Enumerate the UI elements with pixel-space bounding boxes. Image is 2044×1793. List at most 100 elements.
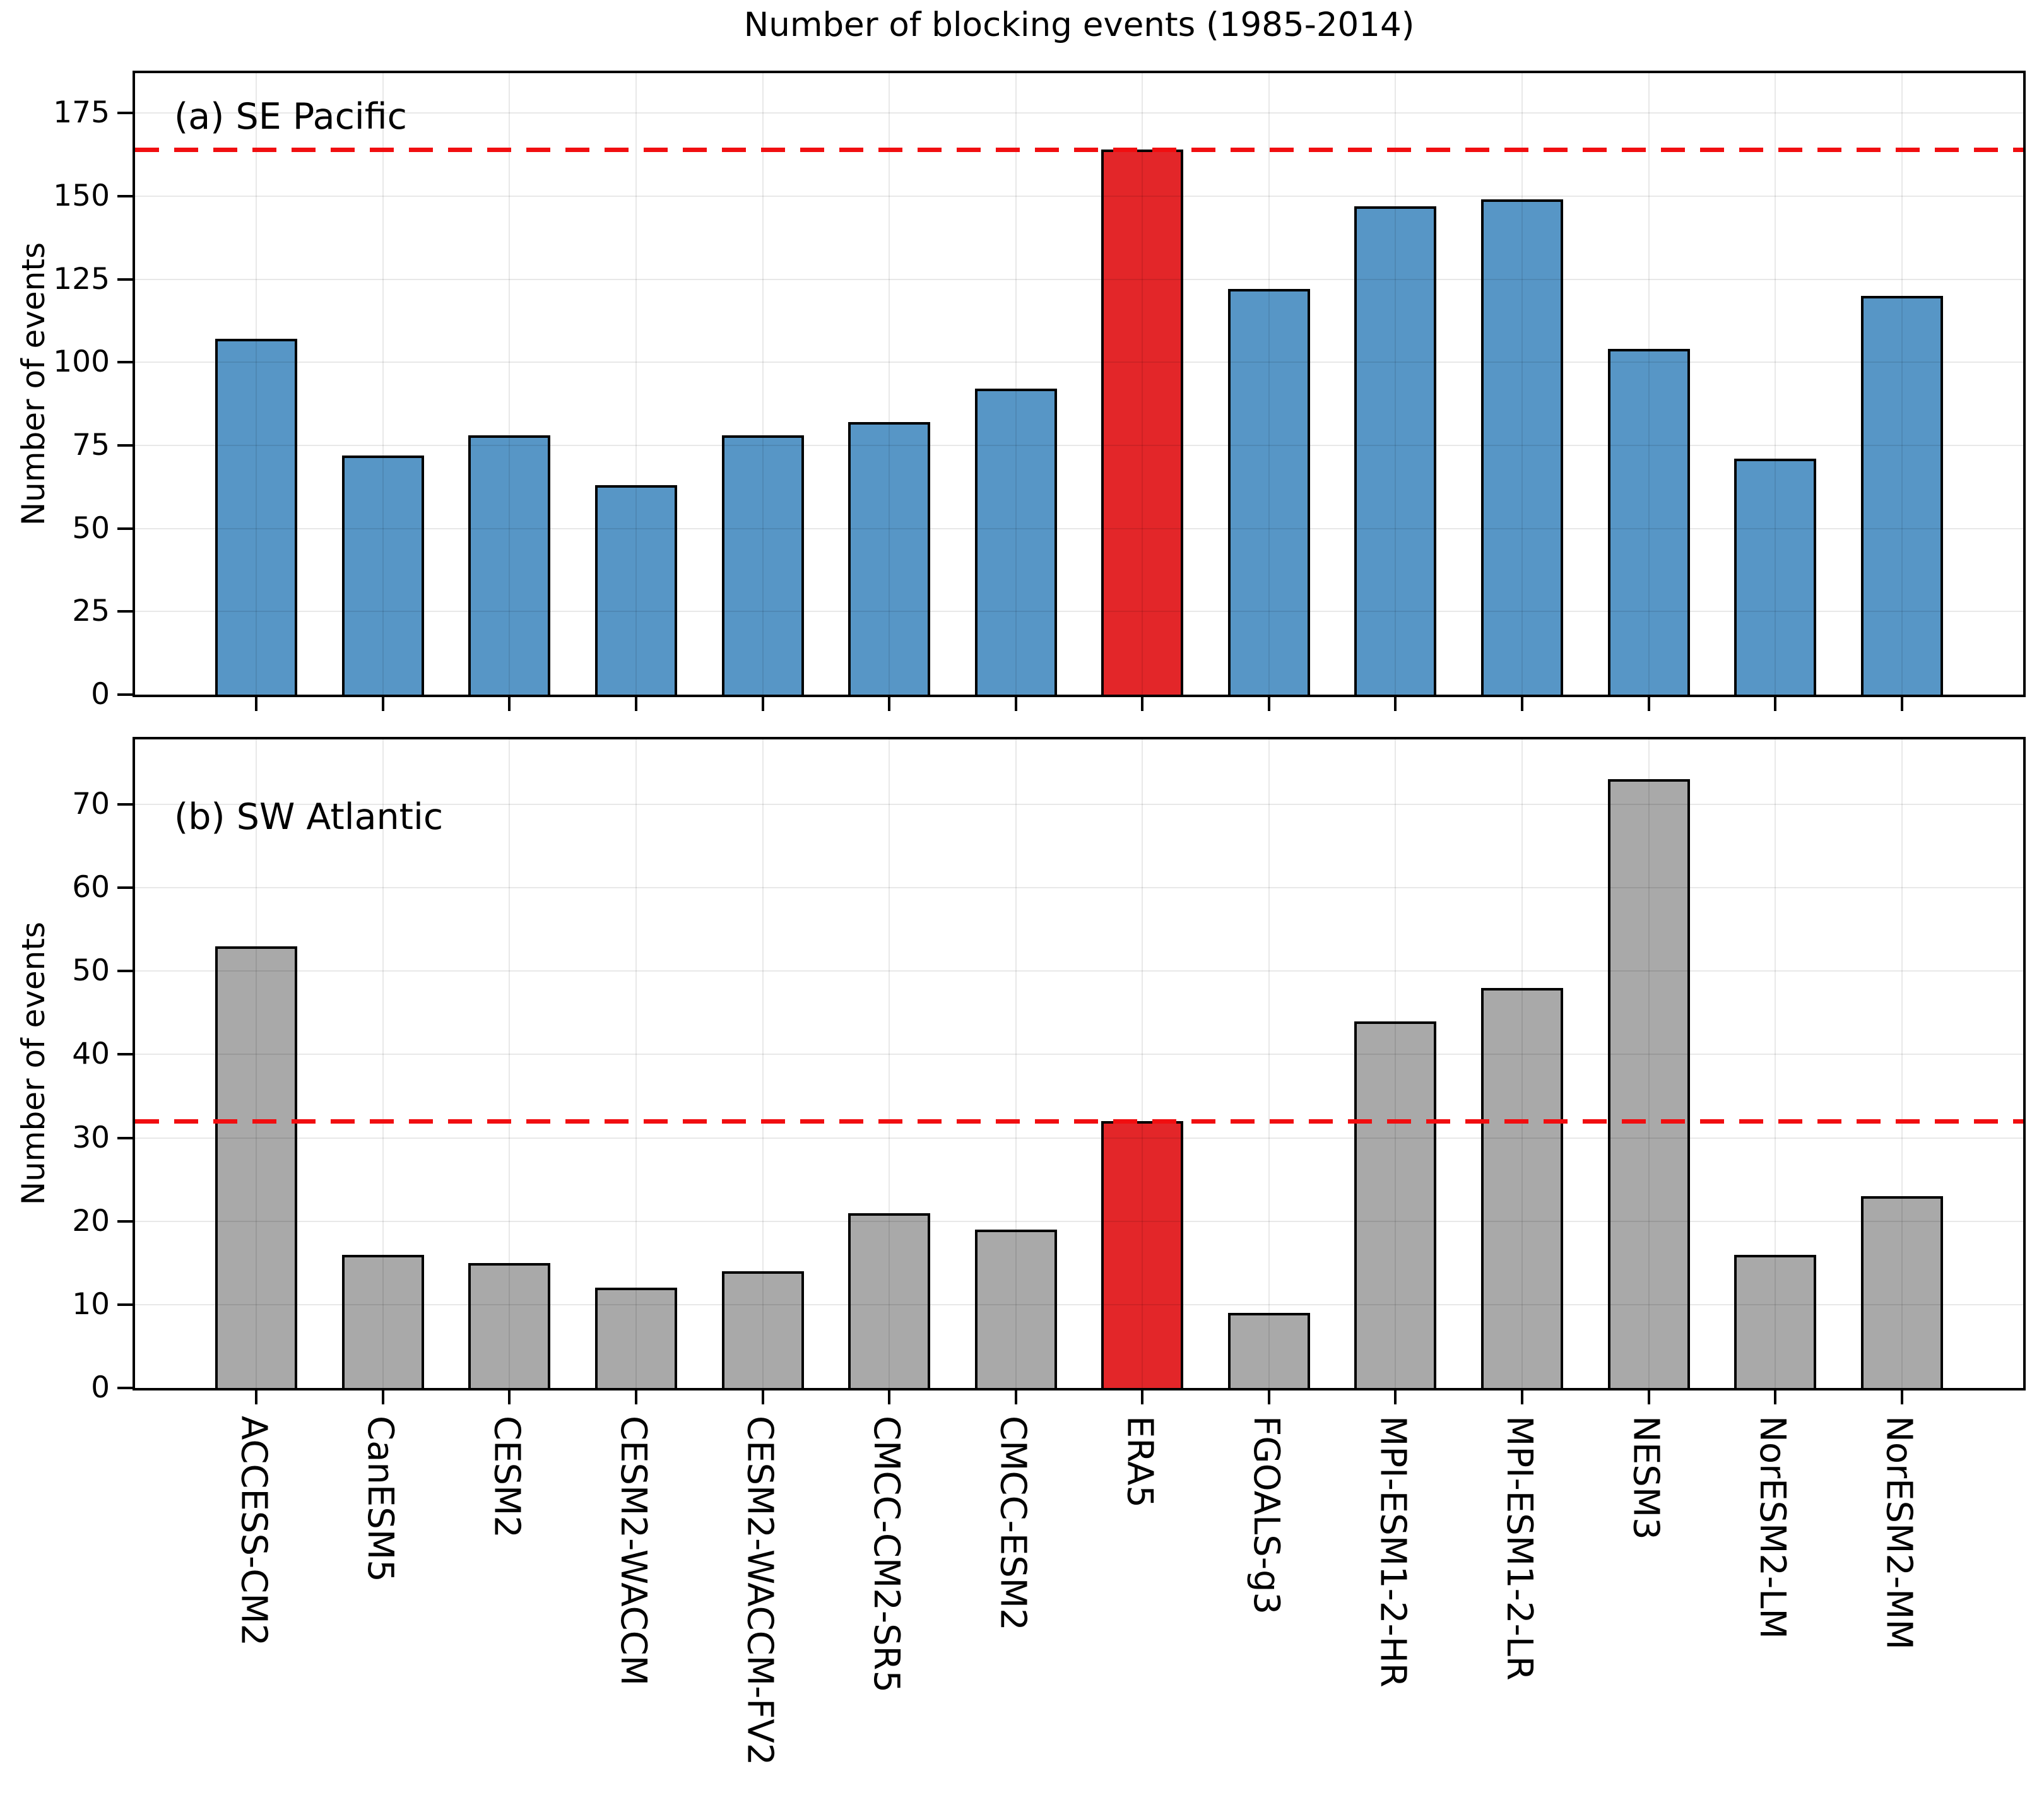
y-tick-mark (117, 1136, 133, 1139)
x-tick-label: CanESM5 (359, 1416, 401, 1582)
x-tick-mark (1647, 1390, 1650, 1404)
x-tick-mark (255, 1390, 258, 1404)
bar-CESM2-WACCM (595, 485, 677, 695)
x-tick-label: CESM2-WACCM (613, 1416, 654, 1686)
x-tick-mark (508, 1390, 511, 1404)
bars-layer (135, 739, 2023, 1388)
y-tick-mark (117, 1387, 133, 1389)
x-tick-mark (1774, 1390, 1777, 1404)
bar-ACCESS-CM2 (215, 946, 298, 1388)
bar-NorESM2-LM (1734, 459, 1817, 695)
panel-se-pacific: Number of events (a) SE Pacific 0 25 50 75 1… (15, 71, 2026, 711)
x-tick-mark (635, 697, 637, 711)
bar-ACCESS-CM2 (215, 339, 298, 695)
y-tick-mark (117, 278, 133, 281)
x-tick-mark (888, 1390, 891, 1404)
x-tick-label: CESM2 (486, 1416, 528, 1538)
y-tick-label: 70 (72, 787, 110, 822)
y-tick-mark (117, 886, 133, 890)
bar-MPI-ESM1-2-LR (1481, 987, 1563, 1388)
x-tick-mark (1900, 1390, 1903, 1404)
bar-CMCC-ESM2 (974, 1229, 1057, 1388)
bar-MPI-ESM1-2-HR (1354, 206, 1437, 695)
x-tick-mark (1014, 697, 1017, 711)
x-tick-mark (1267, 697, 1270, 711)
x-tick-mark (381, 697, 384, 711)
bar-ERA5 (1101, 1121, 1184, 1388)
y-tick-label: 50 (72, 510, 110, 546)
y-tick-mark (117, 194, 133, 197)
y-tick-mark (117, 1220, 133, 1223)
y-tick-label: 40 (72, 1037, 110, 1072)
bar-FGOALS-g3 (1227, 1313, 1310, 1388)
x-tick-mark (381, 1390, 384, 1404)
x-tick-label: CESM2-WACCM-FV2 (739, 1416, 781, 1766)
bar-NorESM2-LM (1734, 1254, 1817, 1388)
y-tick-label: 175 (53, 95, 110, 131)
y-tick-label: 50 (72, 953, 110, 989)
x-tick-mark (1394, 697, 1397, 711)
x-tick-mark (255, 697, 258, 711)
bar-NESM3 (1607, 349, 1690, 695)
x-tick-mark (1521, 1390, 1523, 1404)
x-tick-label: NESM3 (1625, 1416, 1667, 1540)
y-axis-label: Number of events (15, 922, 52, 1206)
bar-FGOALS-g3 (1227, 289, 1310, 695)
y-tick-label: 0 (91, 1370, 110, 1405)
bar-CMCC-CM2-SR5 (848, 1213, 931, 1388)
bar-NorESM2-MM (1860, 1196, 1943, 1388)
y-tick-mark (117, 444, 133, 447)
y-tick-mark (117, 1053, 133, 1056)
y-axis-label: Number of events (15, 242, 52, 526)
x-tick-mark (635, 1390, 637, 1404)
y-tick-mark (117, 693, 133, 696)
x-tick-mark (508, 697, 511, 711)
bar-CESM2-WACCM-FV2 (721, 1271, 804, 1388)
x-tick-mark (1774, 697, 1777, 711)
x-tick-mark (888, 697, 891, 711)
x-tick-mark (1647, 697, 1650, 711)
y-tick-mark (117, 970, 133, 973)
chart-title: Number of blocking events (1985-2014) (743, 6, 1415, 44)
x-tick-mark (761, 1390, 764, 1404)
y-tick-label: 125 (53, 261, 110, 297)
panel-sw-atlantic: Number of events (b) SW Atlantic ACCESS-… (15, 737, 2026, 1765)
x-tick-label: NorESM2-MM (1878, 1416, 1920, 1650)
x-tick-mark (1141, 697, 1144, 711)
x-tick-label: CMCC-CM2-SR5 (866, 1416, 907, 1693)
panel-label: (b) SW Atlantic (174, 796, 444, 838)
y-tick-mark (117, 610, 133, 613)
y-tick-label: 100 (53, 344, 110, 380)
y-tick-label: 150 (53, 178, 110, 213)
bar-NorESM2-MM (1860, 295, 1943, 695)
era5-reference-line (135, 147, 2023, 152)
x-tick-mark (761, 697, 764, 711)
bar-CMCC-ESM2 (974, 389, 1057, 695)
y-tick-label: 20 (72, 1203, 110, 1238)
y-tick-mark (117, 803, 133, 806)
x-tick-mark (1521, 697, 1523, 711)
panel-label: (a) SE Pacific (174, 96, 407, 138)
bar-MPI-ESM1-2-LR (1481, 199, 1563, 695)
y-tick-label: 25 (72, 594, 110, 629)
bar-CESM2 (468, 435, 551, 695)
bar-CESM2-WACCM (595, 1288, 677, 1388)
x-tick-label: MPI-ESM1-2-HR (1372, 1416, 1414, 1688)
bar-CMCC-CM2-SR5 (848, 422, 931, 695)
bar-NESM3 (1607, 779, 1690, 1388)
x-tick-mark (1900, 697, 1903, 711)
bar-CESM2-WACCM-FV2 (721, 435, 804, 695)
x-tick-mark (1267, 1390, 1270, 1404)
bar-CanESM5 (341, 1254, 424, 1388)
x-tick-label: ERA5 (1119, 1416, 1161, 1508)
y-tick-label: 30 (72, 1120, 110, 1155)
x-tick-mark (1394, 1390, 1397, 1404)
x-tick-mark (1014, 1390, 1017, 1404)
y-tick-mark (117, 527, 133, 530)
era5-reference-line (135, 1119, 2023, 1124)
x-tick-label: CMCC-ESM2 (992, 1416, 1034, 1631)
y-tick-mark (117, 361, 133, 364)
y-tick-mark (117, 1303, 133, 1306)
bar-MPI-ESM1-2-HR (1354, 1021, 1437, 1388)
bars-layer (135, 73, 2023, 695)
